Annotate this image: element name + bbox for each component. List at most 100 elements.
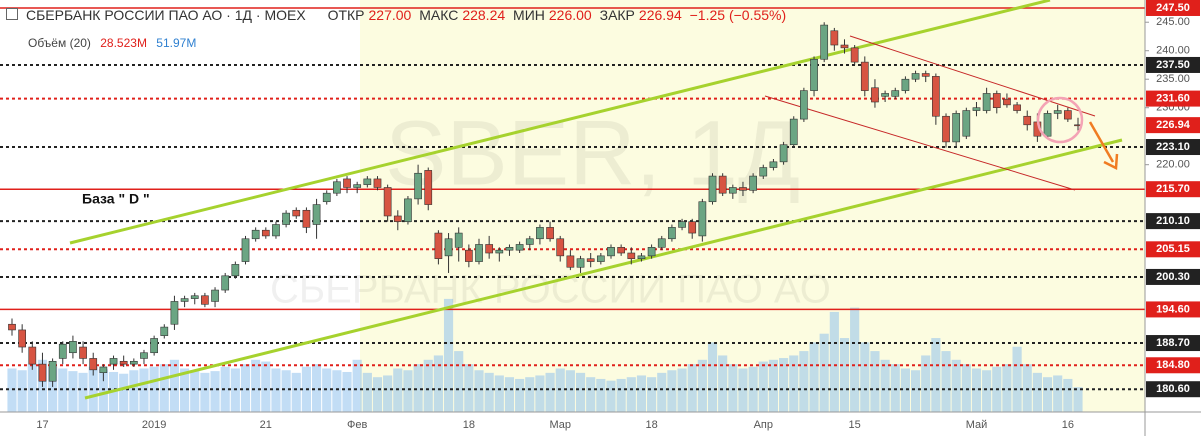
candle-body — [505, 247, 514, 251]
level-label: 231.60 — [1156, 92, 1190, 104]
volume-bar — [667, 370, 677, 412]
x-tick-label: 15 — [849, 419, 861, 431]
volume-bar — [474, 370, 484, 412]
volume-bar — [464, 364, 474, 412]
volume-bar — [535, 375, 545, 412]
candle-body — [992, 93, 1001, 109]
candle-body — [1063, 110, 1072, 120]
level-label-bg — [1146, 181, 1200, 198]
volume-bar — [129, 370, 139, 412]
ohlc-value: 227.00 — [368, 7, 412, 23]
forecast-arrowhead — [1103, 153, 1119, 170]
candle-body — [647, 247, 656, 257]
volume-bar — [809, 342, 819, 412]
annotation: База " D " — [82, 191, 150, 207]
candle-body — [383, 187, 392, 217]
volume-bar — [230, 368, 240, 412]
candle-body — [962, 110, 971, 137]
candle-body — [282, 212, 290, 225]
level-label-bg — [1146, 56, 1200, 73]
candle-body — [850, 47, 859, 63]
volume-bar — [240, 364, 251, 412]
candle-body — [28, 346, 37, 365]
volume-bar — [494, 375, 504, 412]
volume-bar — [423, 359, 433, 412]
candle-body — [109, 358, 118, 365]
volume-bar — [921, 355, 931, 412]
symbol-title: СБЕРБАНК РОССИИ ПАО АО · 1Д · MOEX — [26, 7, 306, 23]
y-tick-label: 240.00 — [1156, 45, 1190, 57]
volume-bar — [362, 372, 372, 412]
candle-body — [536, 227, 544, 240]
candle-body — [465, 249, 473, 262]
candle-body — [444, 238, 453, 257]
candle-body — [454, 232, 463, 248]
volume-bar — [829, 311, 839, 412]
candle-body — [820, 24, 829, 60]
volume-bar — [119, 373, 129, 412]
watermark-name: СБЕРБАНК РОССИИ ПАО АО — [270, 268, 831, 312]
candle-body — [140, 352, 148, 359]
candle-body — [525, 238, 534, 245]
volume-bar — [311, 364, 322, 412]
volume-bar — [383, 375, 393, 412]
volume-bar — [169, 359, 180, 412]
y-tick-label: 245.00 — [1156, 16, 1190, 28]
collapse-icon[interactable] — [6, 8, 18, 20]
volume-bar — [586, 377, 596, 412]
trend-line — [764, 95, 1076, 191]
candle-body — [800, 90, 808, 120]
candle-body — [119, 360, 128, 365]
level-label: 210.10 — [1156, 215, 1190, 227]
candle-body — [69, 341, 77, 354]
volume-bar — [768, 359, 779, 412]
volume-bar — [900, 368, 910, 412]
last-price-bg — [1146, 117, 1200, 134]
level-label: 188.70 — [1156, 337, 1190, 349]
candle-body — [1043, 113, 1052, 137]
candle-body — [830, 30, 839, 46]
candle-body — [434, 232, 443, 260]
candle-body — [8, 323, 16, 331]
candle-body — [38, 363, 47, 382]
candle-body — [515, 244, 524, 251]
candle-body — [485, 244, 494, 254]
candle-body — [576, 258, 585, 268]
volume-last: 28.523M — [100, 36, 147, 50]
volume-bar — [352, 359, 362, 412]
candle-body — [18, 329, 27, 348]
candle-body — [668, 227, 676, 240]
volume-bar — [890, 364, 900, 412]
volume-bar — [68, 371, 78, 412]
volume-bar — [677, 368, 687, 412]
volume-bar — [870, 351, 880, 412]
candle-body — [129, 360, 138, 365]
volume-bar — [738, 368, 748, 412]
candle-body — [353, 184, 362, 188]
volume-bar — [210, 371, 220, 412]
volume-bar — [1063, 378, 1073, 412]
ohlc-label: ЗАКР — [599, 7, 635, 23]
candle-body — [769, 161, 778, 168]
level-label-bg — [1146, 241, 1200, 258]
trend-line — [849, 35, 1096, 117]
candle-body — [201, 295, 209, 305]
candle-body — [495, 249, 504, 254]
x-tick-label: Мар — [549, 419, 571, 431]
candle-body — [637, 255, 646, 260]
candle-body — [231, 264, 240, 277]
x-tick-label: 18 — [463, 419, 475, 431]
volume-legend: Объём (20) 28.523M 51.97M — [28, 36, 202, 50]
volume-bar — [596, 378, 606, 412]
volume-bar — [515, 378, 525, 412]
candle-body — [58, 343, 67, 359]
volume-bar — [687, 364, 697, 412]
candle-body — [99, 366, 108, 373]
level-label-bg — [1146, 0, 1200, 16]
volume-bar — [758, 361, 768, 412]
level-label: 237.50 — [1156, 59, 1190, 71]
volume-bar — [504, 377, 515, 412]
highlight-circle — [1036, 96, 1084, 144]
